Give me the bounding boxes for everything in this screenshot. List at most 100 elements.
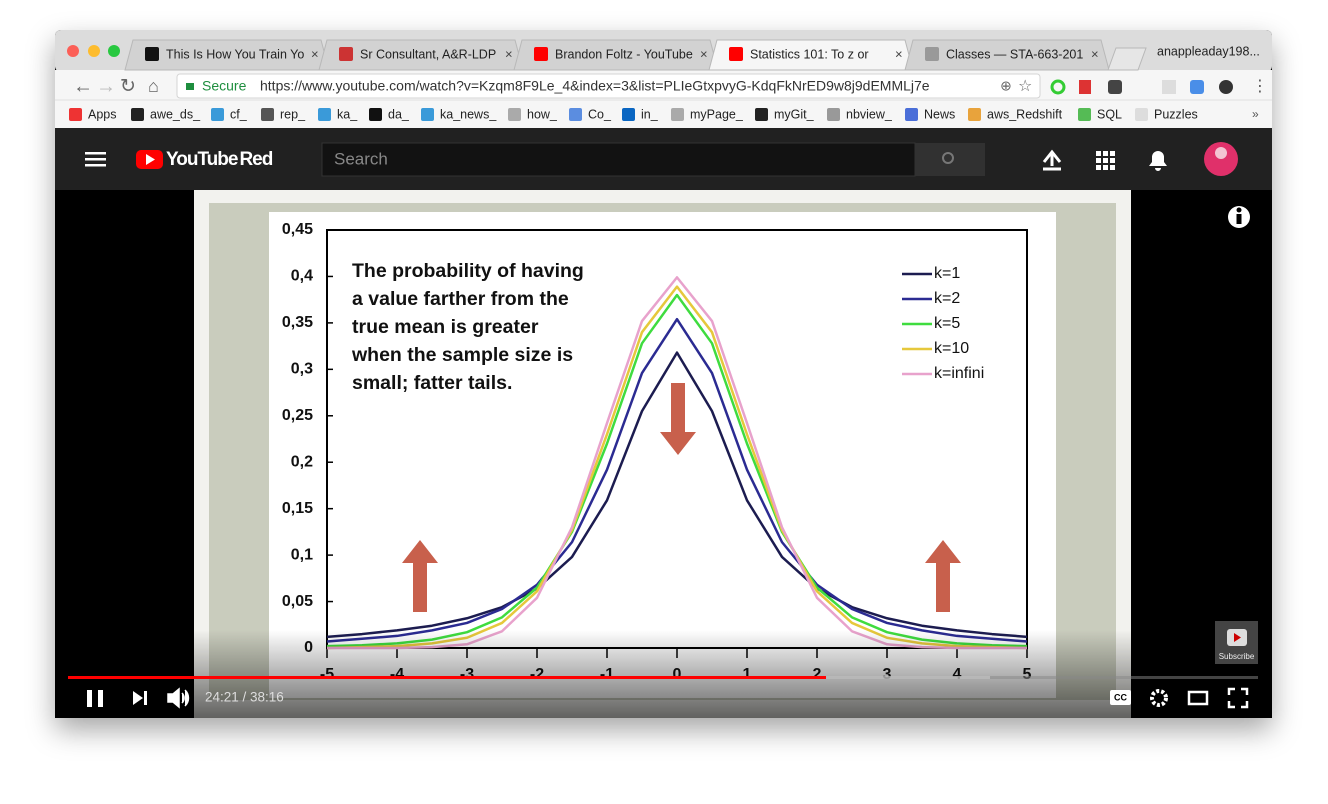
progress-bar[interactable] [68, 676, 826, 679]
legend-label: k=5 [934, 315, 960, 332]
bookmark[interactable]: cf_ [230, 107, 248, 121]
forward-button[interactable]: → [96, 75, 116, 97]
bookmark[interactable]: ka_ [337, 107, 358, 121]
cc-label: CC [1114, 692, 1127, 702]
annotation: true mean is greater [352, 316, 539, 338]
bookmark[interactable]: Co_ [588, 107, 612, 121]
secure-label: Secure [202, 78, 247, 94]
bookmark-icon [755, 108, 768, 121]
avatar-head [1215, 147, 1227, 159]
extension-icon[interactable] [1190, 80, 1204, 94]
settings-button[interactable] [1150, 689, 1168, 707]
cc-button[interactable] [1110, 690, 1131, 705]
bookmark-icon [508, 108, 521, 121]
bookmark-icon [131, 108, 144, 121]
tab[interactable] [318, 39, 524, 71]
tab[interactable] [904, 39, 1110, 71]
bookmark[interactable]: in_ [641, 107, 659, 121]
bookmark[interactable]: SQL [1097, 107, 1122, 121]
tab[interactable] [124, 39, 330, 71]
minimize-window[interactable] [88, 45, 100, 57]
extension-icon[interactable] [1219, 80, 1233, 94]
reload-button[interactable]: ↻ [120, 76, 136, 97]
apps-button[interactable] [1096, 151, 1115, 170]
extension-icon[interactable] [1079, 80, 1091, 94]
bookmark[interactable]: myPage_ [690, 107, 744, 121]
new-tab[interactable] [1107, 47, 1147, 71]
bookmark[interactable]: awe_ds_ [150, 107, 201, 121]
bookmark[interactable]: nbview_ [846, 107, 893, 121]
next-button[interactable] [133, 691, 147, 705]
extension-icon[interactable] [1108, 80, 1122, 94]
y-tick-label: 0,25 [282, 407, 313, 424]
tab-favicon [534, 47, 548, 61]
tab-favicon [925, 47, 939, 61]
bookmark-icon [671, 108, 684, 121]
tab-close[interactable]: × [700, 46, 708, 61]
info-glyph [1236, 214, 1242, 224]
tab-close[interactable]: × [311, 46, 319, 61]
y-tick-label: 0,15 [282, 500, 313, 517]
search-box[interactable] [321, 142, 916, 177]
address-bar[interactable] [176, 73, 1041, 99]
home-button[interactable]: ⌂ [148, 76, 159, 96]
bookmark[interactable]: Apps [88, 107, 117, 121]
bookmark-icon [1135, 108, 1148, 121]
bookmark[interactable]: News [924, 107, 955, 121]
extension-icon[interactable] [1050, 79, 1066, 95]
theater-button[interactable] [1187, 690, 1209, 706]
subscribe-label: Subscribe [1219, 652, 1255, 661]
close-window[interactable] [67, 45, 79, 57]
youtube-logo[interactable]: YouTube Red [166, 149, 274, 170]
controls-gradient [55, 630, 1272, 718]
tab-title: Statistics 101: To z or [750, 47, 869, 61]
url: https://www.youtube.com/watch?v=Kzqm8F9L… [260, 78, 930, 94]
volume-button[interactable] [167, 687, 190, 709]
info-glyph-dot [1236, 207, 1242, 213]
notifications-button[interactable] [1149, 151, 1167, 171]
tab-close[interactable]: × [1091, 46, 1099, 61]
zoom-icon[interactable]: ⊕ [1000, 78, 1012, 94]
zoom-window[interactable] [108, 45, 120, 57]
bookmark[interactable]: myGit_ [774, 107, 815, 121]
star-icon[interactable]: ☆ [1018, 78, 1032, 95]
y-tick-label: 0,05 [282, 593, 313, 610]
legend-label: k=infini [934, 365, 984, 382]
tab-close[interactable]: × [895, 46, 903, 61]
bookmark-icon [421, 108, 434, 121]
tab-favicon [729, 47, 743, 61]
arrow-down [660, 383, 696, 455]
hamburger-menu[interactable] [85, 152, 106, 167]
bookmark-icon [211, 108, 224, 121]
bookmark[interactable]: rep_ [280, 107, 306, 121]
menu-button[interactable]: ⋮ [1252, 78, 1268, 95]
profile-name: anappleaday198... [1157, 44, 1260, 58]
tab-close[interactable]: × [505, 46, 513, 61]
bookmark[interactable]: Puzzles [1154, 107, 1198, 121]
fullscreen-button[interactable] [1227, 687, 1249, 709]
tab-title: Sr Consultant, A&R-LDP [360, 47, 496, 61]
upload-button[interactable] [1042, 149, 1062, 171]
tab-title: Brandon Foltz - YouTube [555, 47, 693, 61]
y-tick-label: 0,2 [291, 453, 313, 470]
annotation: The probability of having [352, 260, 584, 282]
bookmark-icon [369, 108, 382, 121]
bookmark[interactable]: da_ [388, 107, 410, 121]
bookmark-icon [69, 108, 82, 121]
bookmark[interactable]: ka_news_ [440, 107, 497, 121]
y-tick-label: 0,1 [291, 546, 313, 563]
bookmarks-overflow[interactable]: » [1252, 107, 1259, 121]
tab-title: This Is How You Train Yo [166, 47, 304, 61]
bookmark-icon [318, 108, 331, 121]
bookmark[interactable]: aws_Redshift [987, 107, 1063, 121]
subscribe-play [1234, 633, 1241, 642]
back-button[interactable]: ← [73, 75, 93, 97]
bookmark[interactable]: how_ [527, 107, 558, 121]
extension-icon[interactable] [1162, 80, 1176, 94]
pause-button[interactable] [87, 690, 103, 707]
search-button[interactable] [915, 143, 985, 176]
tab[interactable] [708, 39, 914, 71]
tab[interactable] [513, 39, 719, 71]
